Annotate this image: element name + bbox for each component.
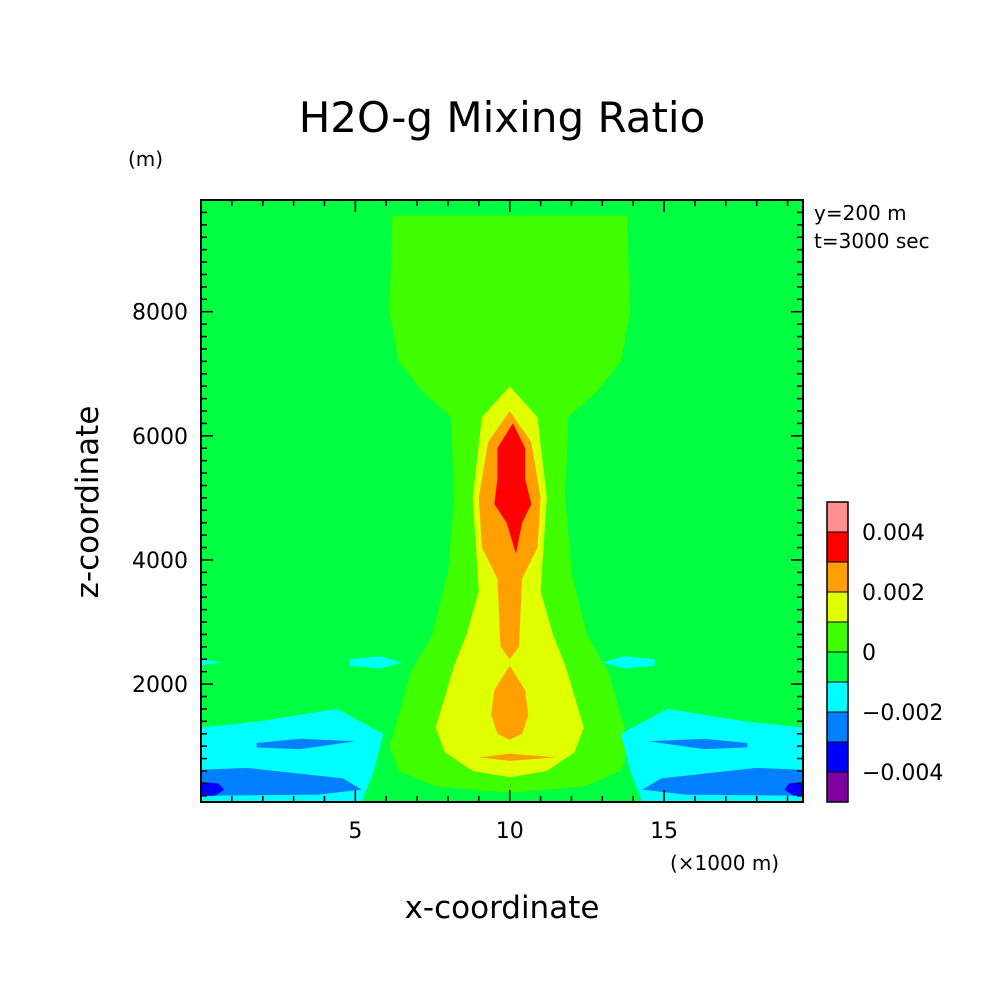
x-tick-label: 5 <box>348 819 362 844</box>
contour-region-9 <box>602 656 655 669</box>
x-unit-label: (×1000 m) <box>670 851 779 875</box>
colorbar-swatch <box>826 651 849 683</box>
contour-region-13 <box>201 767 362 796</box>
colorbar-swatch <box>826 561 849 593</box>
x-axis-label: x-coordinate <box>405 890 600 926</box>
contour-plot-area <box>201 200 803 802</box>
contour-region-10 <box>201 659 223 666</box>
contour-region-5 <box>478 753 556 761</box>
colorbar-tick-label: −0.004 <box>862 761 943 786</box>
chart-title: H2O-g Mixing Ratio <box>299 93 706 142</box>
colorbar-tick-label: 0.002 <box>862 581 925 606</box>
y-tick-label: 2000 <box>132 673 188 698</box>
colorbar-tick-label: 0.004 <box>862 521 925 546</box>
contour-region-12 <box>648 738 748 750</box>
y-unit-label: (m) <box>128 147 163 171</box>
contour-region-3 <box>491 665 529 740</box>
axis-ticks <box>201 199 803 802</box>
contour-regions <box>201 215 803 802</box>
colorbar-swatch <box>826 711 849 743</box>
y-tick-label: 8000 <box>132 301 188 326</box>
annotation-y: y=200 m <box>814 201 907 225</box>
plot-frame <box>200 199 804 803</box>
colorbar-tick-label: −0.002 <box>862 701 943 726</box>
colorbar <box>826 501 849 803</box>
colorbar-swatch <box>826 771 849 803</box>
colorbar-swatch <box>826 591 849 623</box>
contour-region-8 <box>349 656 402 669</box>
contour-region-4 <box>494 423 532 554</box>
x-tick-label: 10 <box>496 819 524 844</box>
y-tick-label: 6000 <box>132 425 188 450</box>
contour-region-11 <box>256 738 356 750</box>
contour-region-14 <box>642 767 803 796</box>
colorbar-swatch <box>826 501 849 533</box>
colorbar-swatch <box>826 621 849 653</box>
contour-region-15 <box>201 782 225 796</box>
colorbar-labels: −0.004 −0.002 0 0.002 0.004 <box>862 521 943 786</box>
colorbar-tick-label: 0 <box>862 641 876 666</box>
contour-region-16 <box>784 782 803 796</box>
x-tick-label: 15 <box>650 819 678 844</box>
y-axis-label: z-coordinate <box>70 406 106 599</box>
y-tick-label: 4000 <box>132 549 188 574</box>
colorbar-swatch <box>826 741 849 773</box>
colorbar-swatch <box>826 531 849 563</box>
colorbar-swatch <box>826 681 849 713</box>
axis-tick-labels: 5 10 15 2000 4000 6000 8000 <box>132 301 678 844</box>
colorbar-frame <box>826 501 849 803</box>
annotation-t: t=3000 sec <box>814 229 930 253</box>
